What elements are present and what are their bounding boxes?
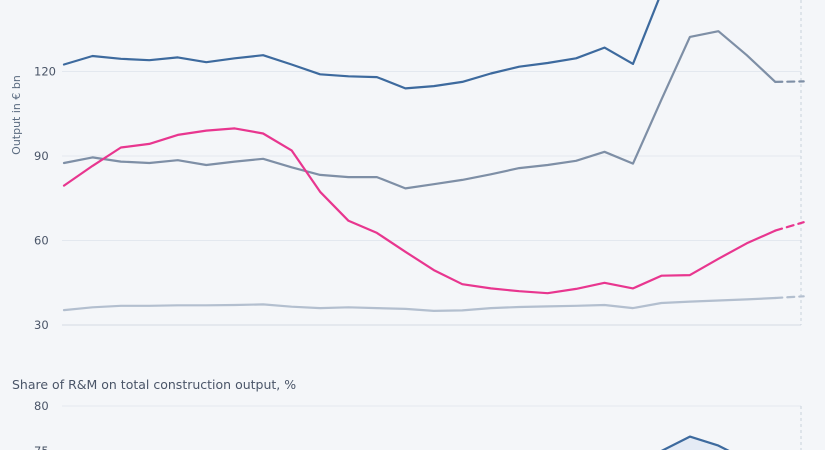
series-forecast-2	[774, 80, 805, 83]
y-axis-title: Output in € bn	[10, 75, 23, 155]
share-chart-title: Share of R&M on total construction outpu…	[12, 377, 296, 392]
plot-area	[62, 0, 801, 325]
series-line-1	[62, 0, 660, 90]
series-line-4	[62, 296, 777, 312]
y-tick-label: 80	[34, 399, 49, 413]
series-forecast-4	[774, 295, 805, 300]
share-line	[660, 435, 730, 450]
y-tick-label: 120	[34, 65, 56, 79]
series-line-2	[62, 30, 777, 190]
y-tick-label: 75	[34, 444, 49, 450]
series-line-3	[62, 127, 777, 295]
share-chart-panel: 80 75	[34, 399, 802, 450]
y-tick-label: 30	[34, 318, 49, 332]
y-tick-label: 60	[34, 234, 49, 248]
share-area-fill	[663, 436, 728, 450]
output-chart-panel: 30 60 90 120	[34, 0, 805, 332]
y-tick-label: 90	[34, 149, 49, 163]
series-forecast-3	[774, 221, 805, 232]
